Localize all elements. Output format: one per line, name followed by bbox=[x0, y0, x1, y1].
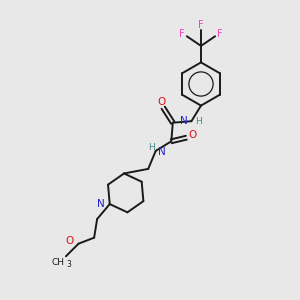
Text: N: N bbox=[158, 147, 166, 158]
Text: O: O bbox=[189, 130, 197, 140]
Text: O: O bbox=[158, 97, 166, 107]
Text: H: H bbox=[195, 117, 202, 126]
Text: F: F bbox=[218, 29, 223, 39]
Text: O: O bbox=[65, 236, 73, 246]
Text: N: N bbox=[180, 116, 188, 126]
Text: F: F bbox=[198, 20, 204, 30]
Text: 3: 3 bbox=[66, 260, 71, 269]
Text: CH: CH bbox=[51, 258, 64, 267]
Text: H: H bbox=[148, 143, 154, 152]
Text: F: F bbox=[179, 29, 184, 39]
Text: N: N bbox=[98, 199, 105, 209]
